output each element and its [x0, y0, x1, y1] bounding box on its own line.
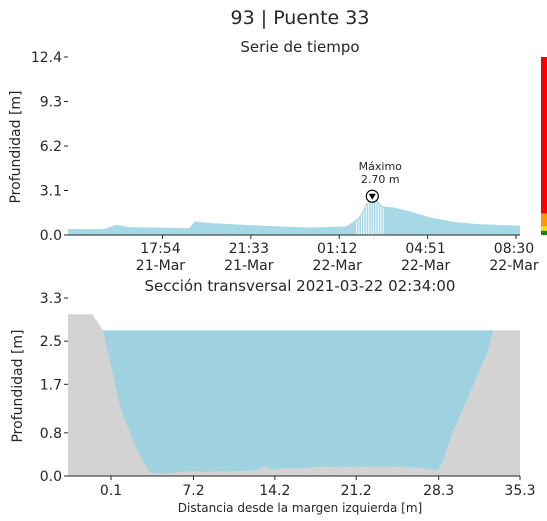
timeseries-peak-hatch — [356, 199, 384, 235]
y-tick-label: 3.1 — [40, 184, 62, 200]
y-tick-label: 6.2 — [40, 139, 62, 155]
x-tick-date: 21-Mar — [136, 258, 186, 274]
alert-level-segment — [541, 57, 547, 214]
y-tick-label: 0.8 — [40, 426, 62, 442]
terrain-area — [68, 314, 520, 476]
x-tick-date: 21-Mar — [224, 258, 274, 274]
alert-level-bar — [541, 57, 547, 235]
timeseries-chart: Serie de tiempo Profundidad [m] Máximo 2… — [8, 38, 547, 274]
x-tick-time: 21:33 — [229, 241, 269, 257]
x-tick-time: 01:12 — [317, 241, 357, 257]
x-tick-date: 22-Mar — [489, 258, 539, 274]
x-tick-time: 08:30 — [494, 241, 534, 257]
cross-section-xlabel: Distancia desde la margen izquierda [m] — [178, 501, 422, 515]
x-tick-label: 0.1 — [100, 483, 122, 499]
figure-title: 93 | Puente 33 — [231, 7, 370, 29]
timeseries-xticks: 17:5421-Mar21:3321-Mar01:1222-Mar04:5122… — [136, 235, 539, 274]
x-tick-time: 17:54 — [140, 241, 180, 257]
alert-level-segment — [541, 230, 547, 235]
timeseries-area — [68, 196, 520, 235]
x-tick-label: 14.2 — [259, 483, 290, 499]
y-tick-label: 1.7 — [40, 377, 62, 393]
y-tick-label: 3.3 — [40, 291, 62, 307]
x-tick-label: 35.3 — [504, 483, 535, 499]
y-tick-label: 9.3 — [40, 95, 62, 111]
x-tick-label: 7.2 — [182, 483, 204, 499]
timeseries-ylabel: Profundidad [m] — [8, 90, 24, 203]
cross-section-ylabel: Profundidad [m] — [10, 329, 26, 442]
max-annotation-value: 2.70 m — [361, 173, 400, 186]
timeseries-yticks: 0.0 3.1 6.2 9.3 12.4 — [31, 50, 68, 244]
max-annotation: Máximo 2.70 m — [359, 160, 403, 203]
cross-section-yticks: 0.0 0.8 1.7 2.5 3.3 — [40, 291, 68, 485]
timeseries-title: Serie de tiempo — [240, 38, 359, 56]
cross-section-xticks: 0.1 7.2 14.2 21.2 28.3 35.3 — [100, 476, 536, 499]
x-tick-label: 28.3 — [423, 483, 454, 499]
alert-level-segment — [541, 226, 547, 231]
max-marker-triangle-icon — [368, 193, 376, 200]
x-tick-time: 04:51 — [405, 241, 445, 257]
x-tick-date: 22-Mar — [401, 258, 451, 274]
y-tick-label: 2.5 — [40, 334, 62, 350]
x-tick-date: 22-Mar — [313, 258, 363, 274]
y-tick-label: 0.0 — [40, 469, 62, 485]
water-area — [68, 330, 520, 476]
max-annotation-label: Máximo — [359, 160, 403, 173]
y-tick-label: 0.0 — [40, 228, 62, 244]
x-tick-label: 21.2 — [341, 483, 372, 499]
alert-level-segment — [541, 213, 547, 227]
y-tick-label: 12.4 — [31, 50, 62, 66]
cross-section-chart: Sección transversal 2021-03-22 02:34:00 … — [10, 277, 536, 515]
cross-section-title: Sección transversal 2021-03-22 02:34:00 — [145, 277, 456, 295]
